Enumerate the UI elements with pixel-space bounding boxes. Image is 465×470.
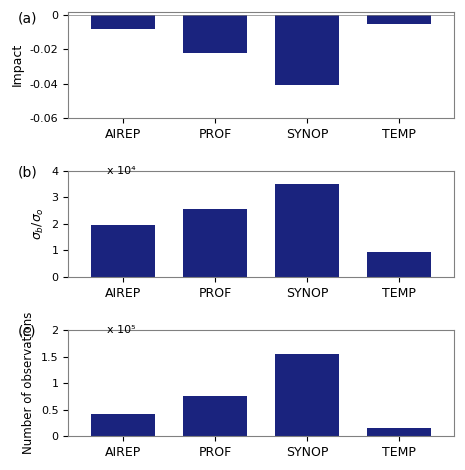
Text: (a): (a) — [18, 12, 38, 26]
Text: (c): (c) — [18, 325, 36, 339]
Bar — [275, 15, 339, 85]
Text: (b): (b) — [18, 165, 38, 180]
Bar — [366, 252, 431, 277]
Y-axis label: Number of observations: Number of observations — [22, 312, 35, 454]
Bar — [183, 396, 247, 436]
Bar — [183, 209, 247, 277]
Bar — [366, 428, 431, 436]
Bar — [91, 225, 155, 277]
Bar — [366, 15, 431, 24]
Bar — [275, 354, 339, 436]
Bar — [91, 15, 155, 29]
Bar — [183, 15, 247, 53]
Bar — [91, 414, 155, 436]
Y-axis label: Impact: Impact — [11, 43, 24, 86]
Text: x 10⁵: x 10⁵ — [106, 325, 135, 335]
Text: x 10⁴: x 10⁴ — [106, 165, 135, 176]
Y-axis label: $\sigma_b/\sigma_o$: $\sigma_b/\sigma_o$ — [31, 207, 46, 240]
Bar — [275, 184, 339, 277]
